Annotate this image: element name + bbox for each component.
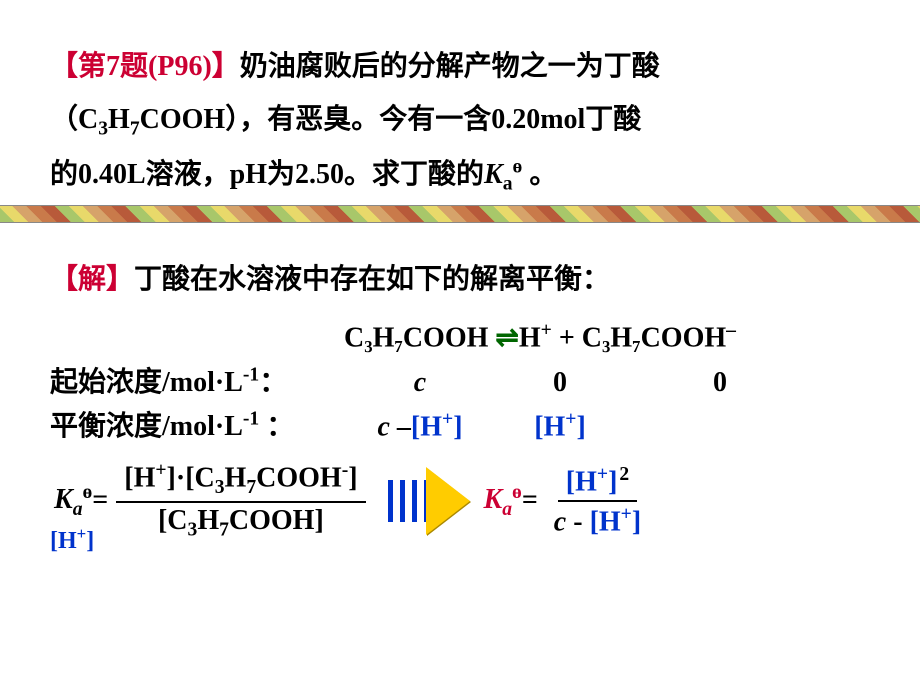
decorative-divider [0, 205, 920, 223]
ka-left: Kaө= [54, 482, 108, 521]
text: 的0.40L溶液，pH为2.50。求丁酸的 [50, 159, 484, 190]
ka-k: K [484, 159, 503, 190]
row-label: 起始浓度/mol·L-1： [50, 360, 340, 400]
text: 丁酸在水溶液中存在如下的解离平衡： [134, 264, 610, 295]
equilibrium-equation: C₃H₇COOH ⇌H+ + C₃H₇COOH– [210, 320, 870, 354]
numerator: [H+]2 [558, 464, 637, 502]
f: 3 [98, 119, 108, 140]
cell: c –[H+] [340, 409, 500, 443]
floating-h-label: [H+] [50, 524, 94, 555]
problem-line3: 的0.40L溶液，pH为2.50。求丁酸的Kaө 。 [50, 148, 870, 203]
ka-right: Kaө= [484, 482, 538, 521]
ice-table: 起始浓度/mol·L-1： c 0 0 平衡浓度/mol·L-1 ： c –[H… [50, 360, 870, 444]
cell: 0 [620, 367, 820, 399]
minus: – [726, 320, 736, 341]
problem-line2: （C3H7COOH），有恶臭。今有一含0.20mol丁酸 [50, 93, 870, 148]
arrow-tail-icon [388, 480, 430, 522]
f: C [78, 104, 98, 135]
bracket: 】 [106, 264, 134, 295]
cell: [H+] [500, 409, 620, 443]
denominator: [C3H7COOH] [150, 503, 332, 542]
text: ），有恶臭。今有一含0.20mol丁酸 [225, 104, 641, 135]
cell: 0 [500, 367, 620, 399]
problem-line1: 【第7题(P96)】奶油腐败后的分解产物之一为丁酸 [50, 40, 870, 93]
solution-label: 解 [78, 264, 106, 295]
ka-a: a [503, 174, 513, 195]
problem-label: 第7题(P96) [78, 51, 212, 82]
row-label: 平衡浓度/mol·L-1 ： [50, 404, 340, 444]
f: H [108, 104, 130, 135]
text: 奶油腐败后的分解产物之一为丁酸 [240, 51, 660, 82]
equilibrium-sign: ⇌ [495, 322, 518, 353]
denominator: c - [H+] [546, 502, 649, 538]
paren: （ [50, 104, 78, 135]
implies-arrow [388, 467, 470, 535]
problem-block: 【第7题(P96)】奶油腐败后的分解产物之一为丁酸 （C3H7COOH），有恶臭… [50, 40, 870, 203]
bracket: 【 [50, 51, 78, 82]
slide: 【第7题(P96)】奶油腐败后的分解产物之一为丁酸 （C3H7COOH），有恶臭… [0, 0, 920, 690]
arrow-head-icon [426, 467, 470, 535]
plus: + [541, 320, 552, 341]
bracket: 】 [212, 51, 240, 82]
reactant: C₃H₇COOH [344, 322, 488, 353]
f: 7 [130, 119, 140, 140]
ka-theta: ө [513, 157, 523, 178]
h: H [519, 322, 541, 353]
table-row-initial: 起始浓度/mol·L-1： c 0 0 [50, 360, 870, 400]
fraction-left: [H+]·[C3H7COOH-] [C3H7COOH] [116, 460, 365, 542]
f: COOH [140, 104, 226, 135]
cell: c [340, 367, 500, 399]
table-row-equilibrium: 平衡浓度/mol·L-1 ： c –[H+] [H+] [50, 404, 870, 444]
bracket: 【 [50, 264, 78, 295]
plus-sign: + [552, 322, 582, 353]
formula-row: Kaө= [H+]·[C3H7COOH-] [C3H7COOH] Kaө= [H… [50, 460, 870, 542]
solution-intro: 【解】丁酸在水溶液中存在如下的解离平衡： [50, 253, 870, 306]
fraction-right: [H+]2 c - [H+] [546, 464, 649, 539]
period: 。 [522, 159, 557, 190]
numerator: [H+]·[C3H7COOH-] [116, 460, 365, 503]
prod2: C₃H₇COOH [582, 322, 726, 353]
